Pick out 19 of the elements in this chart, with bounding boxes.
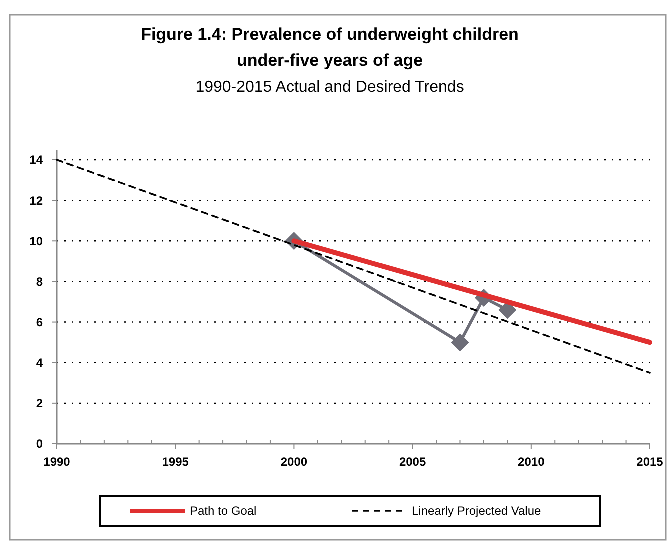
y-tick-label: 14: [30, 153, 44, 168]
chart-title: Figure 1.4: Prevalence of underweight children under-five years of age: [141, 25, 519, 70]
y-tick-label: 6: [36, 315, 44, 330]
y-tick-label: 10: [30, 234, 44, 248]
x-tick-label: 2010: [518, 455, 546, 469]
y-tick-label: 0: [36, 437, 44, 452]
x-tick-label: 2005: [399, 455, 426, 469]
chart-subtitle: 1990-2015 Actual and Desired Trends: [196, 79, 464, 96]
x-tick-label: 2015: [636, 455, 664, 469]
y-tick-label: 12: [30, 194, 44, 208]
x-tick-label: 1990: [44, 455, 71, 469]
legend-label: Linearly Projected Value: [412, 504, 542, 518]
x-tick-label: 1995: [162, 455, 190, 469]
legend-label: Path to Goal: [190, 504, 257, 518]
y-tick-label: 8: [36, 274, 44, 289]
y-tick-label: 2: [36, 396, 44, 411]
x-tick-label: 2000: [280, 455, 308, 469]
y-tick-label: 4: [36, 356, 44, 370]
point: [451, 334, 470, 352]
